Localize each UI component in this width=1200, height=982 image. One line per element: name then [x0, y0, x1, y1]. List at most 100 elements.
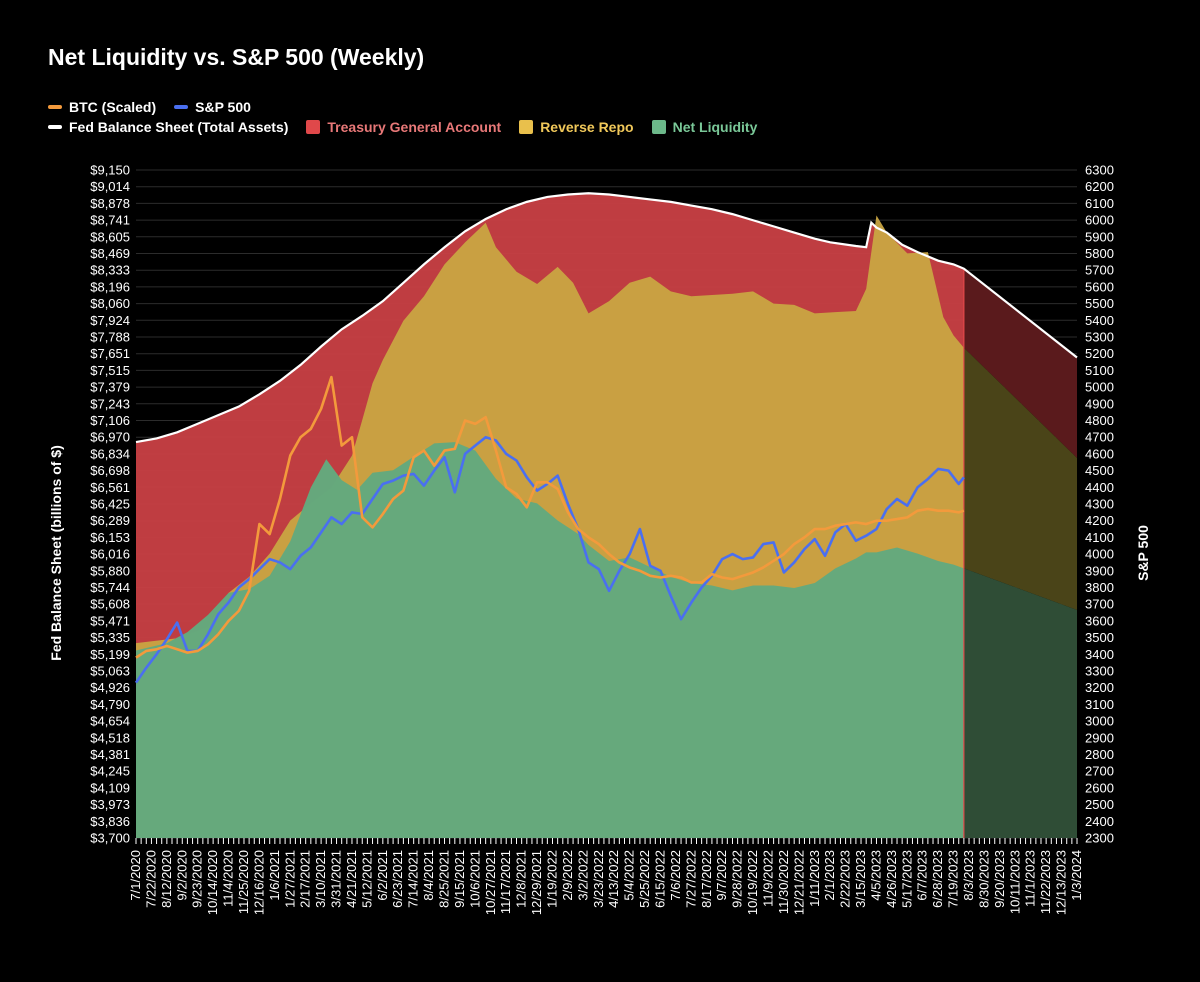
y-right-tick-label: 5400: [1085, 313, 1114, 328]
y-left-tick-label: $4,518: [90, 730, 130, 745]
legend-label-netliq: Net Liquidity: [672, 119, 758, 135]
y-left-tick-label: $5,744: [90, 580, 130, 595]
y-left-tick-label: $7,243: [90, 396, 130, 411]
y-axis-left: $9,150$9,014 $8,878 $8,741$8,605 $8,469 $8,3…: [90, 163, 130, 846]
x-tick-label: 3/10/2021: [313, 850, 328, 908]
y-right-tick-label: 2900: [1085, 730, 1114, 745]
x-tick-label: 11/25/2020: [236, 850, 251, 914]
y-left-tick-label: $5,335: [90, 630, 130, 645]
y-right-tick-label: 3000: [1085, 714, 1114, 729]
x-tick-label: 6/2/2021: [375, 850, 390, 901]
y-left-tick-label: $6,561: [90, 480, 130, 495]
y-left-tick-label: $3,700: [90, 831, 130, 846]
x-tick-label: 8/4/2021: [421, 850, 436, 901]
y-right-tick-label: 4700: [1085, 430, 1114, 445]
y-right-tick-label: 3600: [1085, 613, 1114, 628]
x-tick-label: 10/27/2021: [483, 850, 498, 915]
projection-tga-area: [963, 268, 1077, 459]
y-left-tick-label: $4,381: [90, 747, 130, 762]
x-tick-label: 4/21/2021: [344, 850, 359, 908]
legend-item-fed[interactable]: Fed Balance Sheet (Total Assets): [48, 119, 288, 135]
x-tick-label: 7/1/2020: [128, 850, 143, 901]
y-left-tick-label: $7,515: [90, 363, 130, 378]
y-right-tick-label: 5900: [1085, 229, 1114, 244]
x-tick-label: 9/7/2022: [714, 850, 729, 901]
y-right-tick-label: 2400: [1085, 814, 1114, 829]
y-left-tick-label: $8,878: [90, 196, 130, 211]
x-tick-label: 6/28/2023: [930, 850, 945, 908]
y-left-tick-label: $5,199: [90, 647, 130, 662]
projection-rrp-area: [963, 347, 1077, 611]
x-tick-label: 7/6/2022: [668, 850, 683, 901]
legend-item-btc[interactable]: BTC (Scaled): [48, 99, 156, 115]
x-tick-label: 8/25/2021: [437, 850, 452, 908]
x-tick-label: 11/22/2023: [1038, 850, 1053, 914]
y-left-tick-label: $7,924: [90, 313, 130, 328]
x-tick-label: 10/6/2021: [467, 850, 482, 908]
x-tick-label: 9/15/2021: [452, 850, 467, 908]
y-right-tick-label: 2500: [1085, 797, 1114, 812]
x-tick-label: 9/20/2023: [992, 850, 1007, 908]
y-right-tick-label: 2800: [1085, 747, 1114, 762]
legend-swatch-rrp: [519, 120, 534, 134]
x-tick-label: 3/2/2022: [575, 850, 590, 901]
y-right-tick-label: 6100: [1085, 196, 1114, 211]
x-tick-label: 7/19/2023: [946, 850, 961, 908]
y-left-tick-label: $9,150: [90, 163, 130, 178]
x-tick-label: 11/30/2022: [776, 850, 791, 914]
y-right-tick-label: 6200: [1085, 179, 1114, 194]
x-tick-label: 7/22/2020: [143, 850, 158, 908]
x-tick-label: 5/17/2023: [899, 850, 914, 908]
x-tick-label: 12/8/2021: [514, 850, 529, 908]
x-tick-label: 2/1/2023: [822, 850, 837, 901]
y-right-tick-label: 2700: [1085, 764, 1114, 779]
x-tick-label: 6/15/2022: [652, 850, 667, 908]
x-tick-label: 6/7/2023: [915, 850, 930, 901]
chart-title: Net Liquidity vs. S&P 500 (Weekly): [48, 44, 425, 70]
y-right-tick-label: 3700: [1085, 597, 1114, 612]
x-tick-label: 6/23/2021: [390, 850, 405, 908]
y-right-tick-label: 5300: [1085, 330, 1114, 345]
y-axis-right-title: S&P 500: [1135, 525, 1151, 581]
y-left-tick-label: $5,063: [90, 664, 130, 679]
legend-item-sp500[interactable]: S&P 500: [174, 99, 251, 115]
x-tick-label: 12/29/2021: [529, 850, 544, 915]
legend-row: Fed Balance Sheet (Total Assets) Treasur…: [48, 119, 775, 135]
legend-swatch-btc: [48, 105, 62, 109]
x-tick-label: 11/1/2023: [1023, 850, 1038, 907]
legend-item-netliq[interactable]: Net Liquidity: [651, 119, 758, 135]
y-right-tick-label: 4300: [1085, 497, 1114, 512]
x-tick-label: 1/3/2024: [1069, 850, 1084, 901]
x-tick-label: 12/16/2020: [251, 850, 266, 915]
x-tick-label: 9/23/2020: [190, 850, 205, 908]
x-tick-label: 3/31/2021: [329, 850, 344, 908]
y-right-tick-label: 4100: [1085, 530, 1114, 545]
y-right-tick-label: 4900: [1085, 396, 1114, 411]
y-left-tick-label: $6,425: [90, 497, 130, 512]
legend-swatch-netliq: [651, 120, 666, 134]
y-right-tick-label: 4800: [1085, 413, 1114, 428]
legend-row: BTC (Scaled) S&P 500: [48, 99, 269, 115]
y-right-tick-label: 4200: [1085, 513, 1114, 528]
legend-item-rrp[interactable]: Reverse Repo: [519, 119, 634, 135]
y-left-tick-label: $4,109: [90, 780, 130, 795]
y-axis-left-title: Fed Balance Sheet (billions of $): [48, 445, 64, 660]
y-left-tick-label: $5,880: [90, 563, 130, 578]
y-right-tick-label: 2300: [1085, 831, 1114, 846]
legend-item-tga[interactable]: Treasury General Account: [306, 119, 501, 135]
x-tick-label: 1/19/2022: [545, 850, 560, 908]
btc-line: [135, 375, 965, 659]
x-tick-label: 3/23/2022: [591, 850, 606, 908]
y-left-tick-label: $8,741: [90, 213, 130, 228]
x-tick-label: 7/14/2021: [406, 850, 421, 908]
y-right-tick-label: 5800: [1085, 246, 1114, 261]
y-left-tick-label: $6,698: [90, 463, 130, 478]
y-right-tick-label: 5600: [1085, 279, 1114, 294]
y-left-tick-label: $4,654: [90, 714, 130, 729]
x-tick-label: 12/13/2023: [1054, 850, 1069, 915]
y-left-tick-label: $8,605: [90, 229, 130, 244]
x-tick-label: 8/17/2022: [699, 850, 714, 908]
y-right-tick-label: 5700: [1085, 263, 1114, 278]
y-left-tick-label: $8,060: [90, 296, 130, 311]
